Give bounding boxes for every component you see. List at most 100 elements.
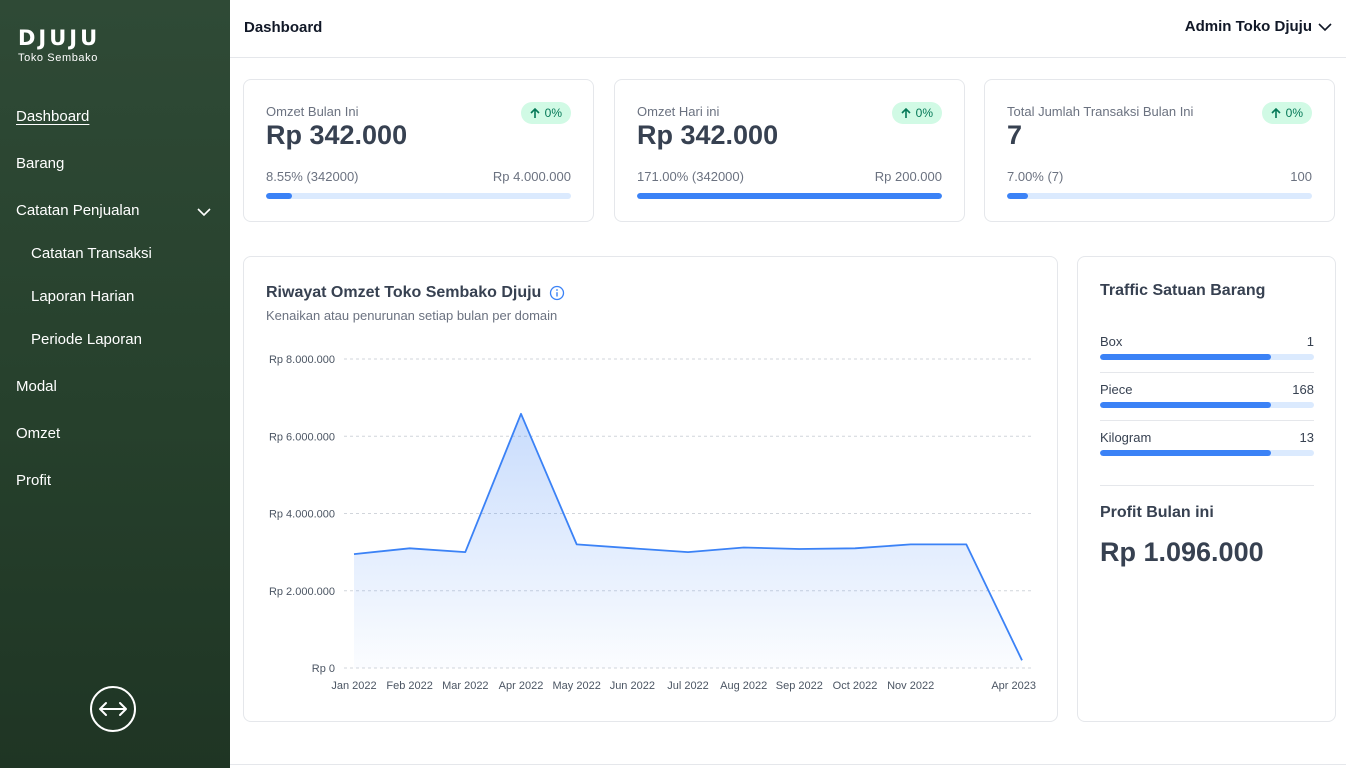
progress-fill (1007, 193, 1029, 199)
traffic-progress-fill (1100, 450, 1272, 456)
sidebar-item-catatan-transaksi[interactable]: Catatan Transaksi (31, 245, 152, 262)
divider (1100, 372, 1314, 373)
stat-label: Total Jumlah Transaksi Bulan Ini (1007, 104, 1194, 119)
x-tick-label: May 2022 (553, 680, 601, 692)
sidebar-item-label: Dashboard (16, 108, 90, 125)
page-title: Dashboard (244, 19, 323, 36)
progress-bar (1007, 193, 1312, 199)
user-menu[interactable]: Admin Toko Djuju (1185, 18, 1332, 35)
profit-value: Rp 1.096.000 (1100, 537, 1264, 567)
sidebar-item-label: Catatan Transaksi (31, 245, 152, 262)
sidebar-item-label: Periode Laporan (31, 331, 142, 348)
x-tick-label: Apr 2022 (499, 680, 544, 692)
chart-line-series (353, 412, 1023, 661)
status-badge: 0% (1261, 102, 1312, 124)
traffic-card: Traffic Satuan Barang Box 1 Piece 168 Ki… (1077, 256, 1336, 722)
sidebar-item-label: Profit (16, 472, 52, 489)
sidebar-item-periode-laporan[interactable]: Periode Laporan (31, 331, 142, 348)
status-badge: 0% (520, 102, 571, 124)
divider (1100, 485, 1314, 486)
brand-title: DJUJU (18, 26, 101, 50)
sidebar-item-dashboard[interactable]: Dashboard (16, 108, 89, 125)
traffic-title: Traffic Satuan Barang (1100, 282, 1266, 299)
traffic-progress-bar (1100, 402, 1314, 408)
sidebar-item-modal[interactable]: Modal (16, 378, 57, 395)
stat-progress-text: 7.00% (7) (1007, 169, 1064, 184)
traffic-item-name: Kilogram (1100, 430, 1152, 445)
brand-subtitle: Toko Sembako (18, 52, 98, 64)
header: Dashboard Admin Toko Djuju (230, 0, 1346, 58)
sidebar-item-profit[interactable]: Profit (16, 472, 51, 489)
sidebar-item-label: Laporan Harian (31, 288, 135, 305)
divider (230, 764, 1346, 765)
sidebar-item-label: Omzet (16, 425, 61, 442)
stat-target: Rp 4.000.000 (492, 169, 571, 184)
profit-title: Profit Bulan ini (1100, 504, 1214, 521)
stat-label: Omzet Bulan Ini (266, 104, 359, 119)
sidebar-item-label: Barang (16, 155, 65, 172)
stat-target: 100 (1290, 169, 1312, 184)
traffic-item-value: 13 (1299, 430, 1314, 445)
stat-value: Rp 342.000 (637, 120, 779, 150)
sidebar-item-catatan-penjualan[interactable]: Catatan Penjualan (16, 202, 139, 219)
x-tick-label: Jan 2022 (331, 680, 376, 692)
sidebar-toggle-button[interactable] (90, 686, 136, 732)
stat-card-omzet-hari: Omzet Hari ini Rp 342.000 0% 171.00% (34… (614, 79, 965, 222)
stat-value: Rp 342.000 (266, 120, 408, 150)
x-tick-label: Aug 2022 (720, 680, 767, 692)
traffic-progress-fill (1100, 354, 1272, 360)
traffic-progress-bar (1100, 354, 1314, 360)
brand: DJUJU Toko Sembako (18, 26, 100, 64)
badge-text: 0% (915, 106, 933, 120)
traffic-row-kilogram: Kilogram 13 (1100, 430, 1314, 478)
chart-title: Riwayat Omzet Toko Sembako Djuju (266, 284, 565, 302)
x-tick-label: Mar 2022 (442, 680, 488, 692)
stat-target: Rp 200.000 (874, 169, 942, 184)
sidebar-item-label: Modal (16, 378, 57, 395)
status-badge: 0% (891, 102, 942, 124)
x-tick-label: Jul 2022 (667, 680, 709, 692)
sidebar-item-omzet[interactable]: Omzet (16, 425, 60, 442)
sidebar-item-label: Catatan Penjualan (16, 202, 140, 219)
stat-card-omzet-bulan: Omzet Bulan Ini Rp 342.000 0% 8.55% (342… (243, 79, 594, 222)
y-tick-label: Rp 2.000.000 (269, 586, 335, 598)
x-tick-label: Apr 2023 (991, 680, 1036, 692)
stat-value: 7 (1007, 120, 1023, 150)
x-tick-label: Feb 2022 (386, 680, 432, 692)
chart-area (354, 413, 1022, 668)
progress-bar (637, 193, 942, 199)
sidebar-item-laporan-harian[interactable]: Laporan Harian (31, 288, 134, 305)
omzet-chart: Rp 0 Rp 2.000.000 Rp 4.000.000 Rp 6.000.000… (269, 354, 1036, 692)
user-name: Admin Toko Djuju (1184, 18, 1312, 35)
omzet-chart-card: Riwayat Omzet Toko Sembako Djuju Kenaika… (243, 256, 1058, 722)
arrow-up-icon (1271, 107, 1281, 118)
y-tick-label: Rp 4.000.000 (269, 509, 335, 521)
arrow-up-icon (530, 107, 540, 118)
chevron-down-icon (1318, 22, 1332, 31)
traffic-item-name: Piece (1100, 382, 1133, 397)
traffic-item-value: 168 (1292, 382, 1314, 397)
traffic-row-box: Box 1 (1100, 334, 1314, 382)
traffic-row-piece: Piece 168 (1100, 382, 1314, 430)
info-icon[interactable] (549, 285, 565, 301)
stat-progress-text: 8.55% (342000) (266, 169, 359, 184)
stat-label: Omzet Hari ini (637, 104, 720, 119)
x-tick-label: Sep 2022 (776, 680, 823, 692)
x-tick-label: Oct 2022 (833, 680, 878, 692)
sidebar-item-barang[interactable]: Barang (16, 155, 64, 172)
sidebar: DJUJU Toko Sembako Dashboard Barang Cata… (0, 0, 230, 768)
progress-fill (637, 193, 942, 199)
divider (1100, 420, 1314, 421)
progress-bar (266, 193, 571, 199)
traffic-progress-fill (1100, 402, 1272, 408)
x-tick-label: Nov 2022 (887, 680, 934, 692)
traffic-item-name: Box (1100, 334, 1123, 349)
arrow-up-icon (901, 107, 911, 118)
chart-title-text: Riwayat Omzet Toko Sembako Djuju (266, 284, 542, 301)
chevron-down-icon[interactable] (196, 204, 212, 220)
x-tick-label: Jun 2022 (610, 680, 655, 692)
y-tick-label: Rp 6.000.000 (269, 431, 335, 443)
y-tick-label: Rp 8.000.000 (269, 354, 335, 366)
badge-text: 0% (544, 106, 562, 120)
badge-text: 0% (1285, 106, 1303, 120)
